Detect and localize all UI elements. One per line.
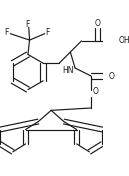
Text: OH: OH [118,36,129,45]
Text: F: F [25,20,29,29]
Text: O: O [109,71,115,81]
Text: O: O [92,87,98,96]
Text: F: F [46,28,50,37]
Text: F: F [4,28,9,37]
Text: O: O [95,19,100,28]
Text: HN: HN [62,66,74,75]
